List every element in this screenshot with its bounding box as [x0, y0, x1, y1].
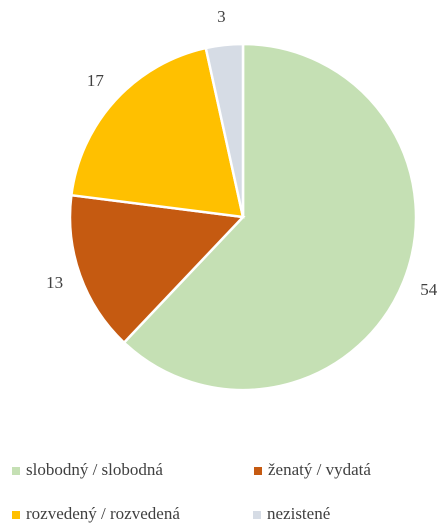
data-label: 54 — [420, 280, 438, 299]
legend-marker — [12, 467, 20, 475]
legend-label: nezistené — [267, 504, 330, 523]
legend-label: slobodný / slobodná — [26, 460, 163, 479]
pie-slice — [69, 46, 245, 219]
legend-marker — [12, 511, 20, 519]
data-label: 3 — [217, 7, 226, 26]
legend-marker — [254, 467, 262, 475]
legend-label: ženatý / vydatá — [268, 460, 371, 479]
pie-slice — [122, 42, 418, 392]
legend-marker — [253, 511, 261, 519]
pie-slice — [204, 42, 245, 218]
pie-slice — [68, 193, 246, 345]
legend-label: rozvedený / rozvedená — [26, 504, 180, 523]
data-label: 17 — [87, 71, 105, 90]
data-label: 13 — [46, 273, 63, 292]
